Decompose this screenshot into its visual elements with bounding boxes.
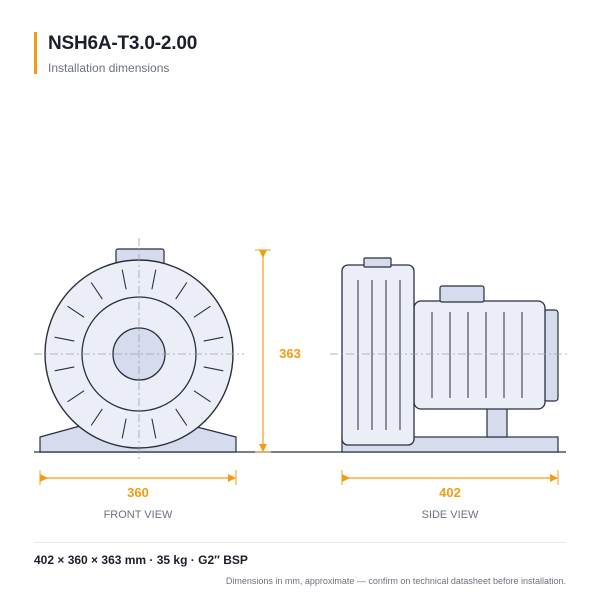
cooling-fin <box>203 336 224 342</box>
side-width-value: 402 <box>439 485 461 500</box>
footnote: Dimensions in mm, approximate — confirm … <box>225 576 566 586</box>
height-value: 363 <box>279 346 301 361</box>
page-subtitle: Installation dimensions <box>48 61 170 75</box>
cooling-fin <box>121 269 127 290</box>
side-view-motor-body <box>413 300 546 410</box>
footer-divider <box>34 542 566 543</box>
side-width-dimension: 402 <box>341 470 559 500</box>
front-width-dimension: 360 <box>39 470 237 500</box>
cooling-fin <box>54 366 75 372</box>
side-view-port <box>363 257 392 268</box>
cooling-fin <box>193 305 211 318</box>
cooling-fin <box>203 366 224 372</box>
cooling-fin <box>151 418 157 439</box>
cooling-fin <box>90 408 103 426</box>
side-view-terminal-box <box>439 285 485 303</box>
cooling-fin <box>54 336 75 342</box>
front-view <box>34 238 244 462</box>
spec-summary: 402 × 360 × 363 mm · 35 kg · G2″ BSP <box>34 553 248 567</box>
cooling-fin <box>67 390 85 403</box>
side-view <box>330 257 570 453</box>
cooling-fin <box>193 390 211 403</box>
side-view-pump-housing <box>341 264 415 446</box>
cooling-fin <box>90 282 103 300</box>
front-view-label: FRONT VIEW <box>104 509 173 521</box>
side-view-motor-foot <box>486 407 508 438</box>
cooling-fin <box>175 282 188 300</box>
cooling-fin <box>121 418 127 439</box>
cooling-fin <box>175 408 188 426</box>
side-view-pump-ribs <box>357 280 401 430</box>
front-width-value: 360 <box>127 485 149 500</box>
cooling-fin <box>151 269 157 290</box>
height-dimension: 363 <box>255 249 301 453</box>
side-view-label: SIDE VIEW <box>422 509 479 521</box>
header: NSH6A-T3.0-2.00 Installation dimensions <box>34 32 198 75</box>
front-view-fins <box>54 269 224 439</box>
side-view-motor-ribs <box>431 312 523 398</box>
page-title: NSH6A-T3.0-2.00 <box>48 33 198 54</box>
side-view-end-cap <box>543 309 559 402</box>
cooling-fin <box>67 305 85 318</box>
